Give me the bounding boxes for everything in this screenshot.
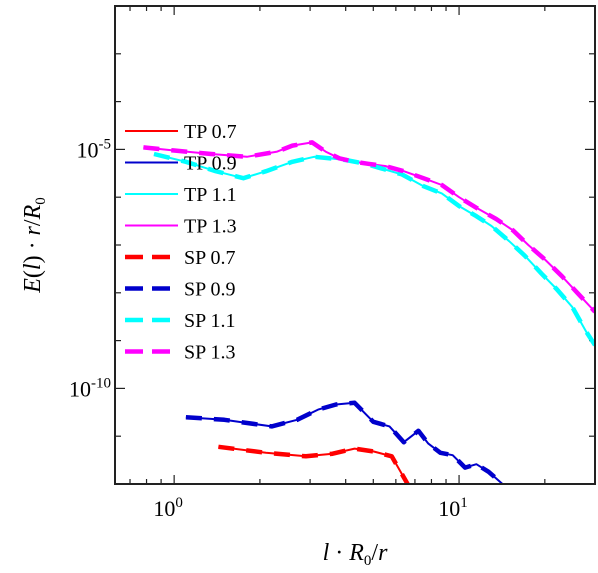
y-tick-label: 10-10 bbox=[69, 375, 111, 401]
series-line-sp-0-7 bbox=[218, 444, 410, 484]
legend-label: SP 1.3 bbox=[184, 342, 236, 364]
y-tick-label: 10-5 bbox=[77, 136, 112, 162]
x-axis-label: l · R0/r bbox=[323, 540, 389, 569]
legend-label: SP 1.1 bbox=[184, 310, 236, 332]
legend-label: SP 0.7 bbox=[184, 247, 236, 269]
plot-frame bbox=[114, 5, 596, 485]
y-axis-label: E(l) · r/R0 bbox=[20, 197, 49, 294]
tick-labels: 100 101 10-5 10-10 bbox=[69, 136, 468, 521]
x-tick-label: 100 bbox=[153, 495, 183, 521]
svg-text:E(l) · r/R0: E(l) · r/R0 bbox=[20, 197, 49, 294]
svg-text:l · R0/r: l · R0/r bbox=[323, 540, 389, 569]
legend-label: TP 1.1 bbox=[184, 184, 237, 206]
legend-label: TP 0.7 bbox=[184, 121, 237, 143]
series-line-sp-0-9 bbox=[185, 400, 504, 484]
legend-label: TP 0.9 bbox=[184, 153, 237, 175]
series-layer bbox=[143, 140, 595, 484]
series-line-sp-1-3 bbox=[143, 140, 595, 314]
series-line-sp-1-1 bbox=[153, 151, 595, 347]
legend-label: SP 0.9 bbox=[184, 279, 236, 301]
x-tick-label: 101 bbox=[438, 495, 468, 521]
legend-label: TP 1.3 bbox=[184, 216, 237, 238]
legend: TP 0.7 TP 0.9 TP 1.1 TP 1.3 SP 0.7 SP 0.9 SP 1… bbox=[125, 121, 237, 364]
